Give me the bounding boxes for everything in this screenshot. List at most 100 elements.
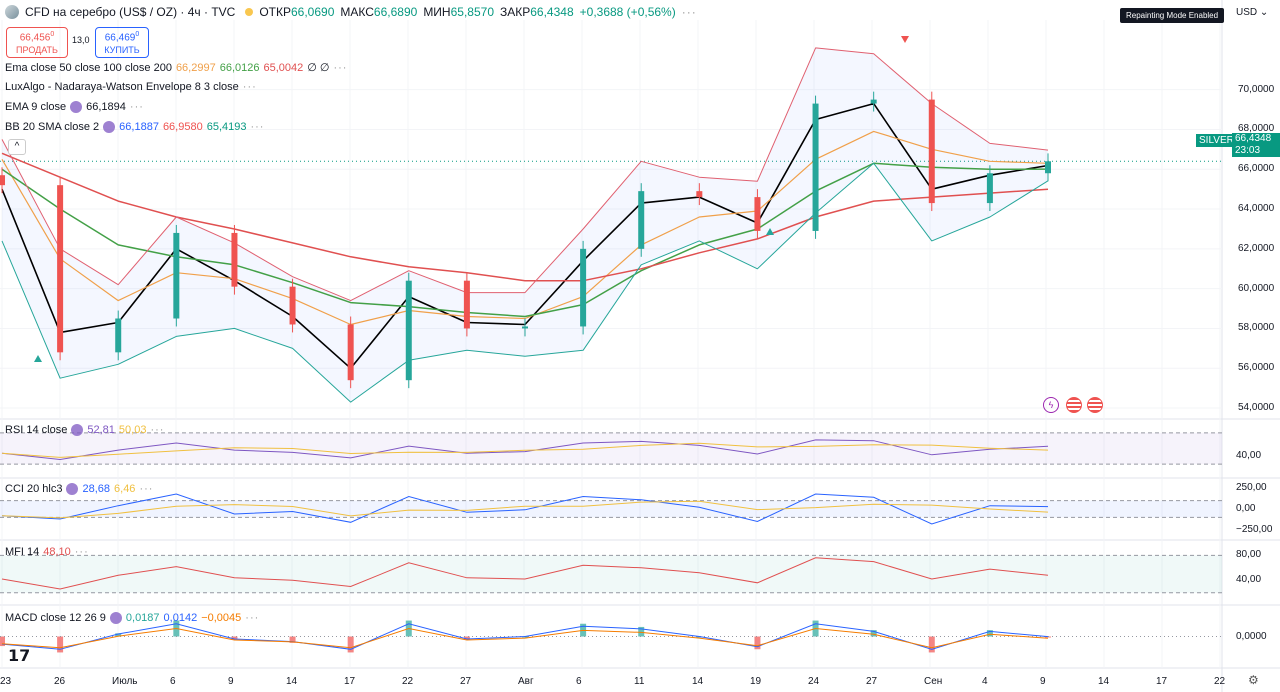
- buy-signal-marker: [766, 228, 774, 235]
- more-dots-icon[interactable]: ···: [250, 121, 265, 133]
- candle-body: [928, 99, 935, 204]
- candle-body: [580, 248, 587, 327]
- macd-scale-label: 0,0000: [1236, 630, 1267, 642]
- series-line-bb-lower: [1, 162, 1049, 403]
- macd-hist-bar: [57, 636, 64, 653]
- legend-value-extra: ∅ ∅: [307, 62, 330, 74]
- currency-selector[interactable]: USD ⌄: [1236, 7, 1269, 18]
- legend-bb[interactable]: BB 20 SMA close 2 66,1887 66,9580 65,419…: [5, 121, 264, 133]
- macd-hist-bar: [115, 633, 122, 637]
- eye-icon[interactable]: [70, 101, 83, 113]
- time-tick-label: 27: [460, 676, 472, 687]
- legend-rsi[interactable]: RSI 14 close 52,81 50,03 ···: [5, 424, 164, 436]
- price-tick-label: 54,0000: [1238, 402, 1275, 414]
- more-dots-icon[interactable]: ···: [245, 612, 260, 624]
- price-tick-label: 62,0000: [1238, 242, 1275, 254]
- eye-icon[interactable]: [103, 121, 116, 133]
- candle-body: [463, 280, 470, 329]
- macd-hist-bar: [870, 630, 877, 637]
- legend-label: EMA 9 close: [5, 101, 67, 113]
- ohlc-close: ЗАКР66,4348: [500, 5, 574, 19]
- more-dots-icon[interactable]: ···: [129, 101, 144, 113]
- legend-luxalgo[interactable]: LuxAlgo - Nadaraya-Watson Envelope 8 3 c…: [5, 81, 257, 93]
- price-tick-label: 60,0000: [1238, 282, 1275, 294]
- cci-line: [1, 493, 1049, 525]
- legend-value-ma: 6,46: [114, 483, 136, 495]
- more-dots-icon[interactable]: ···: [139, 483, 154, 495]
- sell-button[interactable]: 66,4560 ПРОДАТЬ: [6, 27, 68, 59]
- chevron-down-icon: ⌄: [1259, 7, 1269, 18]
- time-tick-label: 9: [1040, 676, 1046, 687]
- legend-value-ema200: 65,0042: [263, 61, 304, 74]
- legend-mfi[interactable]: MFI 14 48,10 ···: [5, 546, 89, 558]
- collapse-legend-icon[interactable]: ^: [8, 139, 26, 155]
- cci-scale-label: 250,00: [1236, 482, 1267, 494]
- buy-button[interactable]: 66,4690 КУПИТЬ: [95, 27, 149, 59]
- time-tick-label: 24: [808, 676, 820, 687]
- candle-body: [638, 191, 645, 249]
- time-tick-label: 23: [0, 676, 12, 687]
- eye-icon[interactable]: [66, 483, 79, 495]
- rsi-scale-label: 40,00: [1236, 450, 1262, 462]
- sell-signal-marker: [901, 36, 909, 43]
- last-price-tag: 66,4348 23:03: [1232, 133, 1280, 157]
- macd-hist-bar: [289, 636, 296, 643]
- more-dots-icon[interactable]: ···: [681, 5, 697, 19]
- time-tick-label: 6: [576, 676, 582, 687]
- eye-icon[interactable]: [71, 424, 84, 436]
- countdown-value: 23:03: [1235, 145, 1261, 156]
- symbol-tag: SILVER: [1196, 134, 1237, 147]
- time-tick-label: Сен: [924, 676, 943, 687]
- more-dots-icon[interactable]: ···: [242, 81, 257, 93]
- legend-value-ma: 50,03: [118, 424, 147, 436]
- time-tick-label: 17: [1156, 676, 1168, 687]
- bb-band-fill: [2, 47, 1048, 403]
- event-flag-icon[interactable]: [1066, 397, 1082, 413]
- time-tick-label: 22: [1214, 676, 1226, 687]
- repaint-badge: Repainting Mode Enabled: [1120, 8, 1225, 23]
- more-dots-icon[interactable]: ···: [74, 546, 89, 558]
- time-tick-label: 6: [170, 676, 176, 687]
- time-tick-label: Авг: [518, 676, 534, 687]
- legend-label: RSI 14 close: [5, 424, 68, 436]
- symbol-title[interactable]: CFD на серебро (US$ / OZ) · 4ч · TVC: [25, 5, 236, 19]
- legend-cci[interactable]: CCI 20 hlc3 28,68 6,46 ···: [5, 483, 153, 495]
- alert-icon[interactable]: ϟ: [1043, 397, 1059, 413]
- macd-hist-bar: [347, 636, 354, 653]
- price-tick-label: 70,0000: [1238, 83, 1275, 95]
- price-tick-label: 66,0000: [1238, 163, 1275, 175]
- legend-label: CCI 20 hlc3: [5, 483, 63, 495]
- buy-signal-marker: [34, 355, 42, 362]
- candle-body: [347, 324, 354, 381]
- ohlc-high: МАКС66,6890: [340, 5, 418, 19]
- time-tick-label: 4: [982, 676, 988, 687]
- ohlc-open: ОТКР66,0690: [259, 5, 335, 19]
- settings-gear-icon[interactable]: ⚙: [1248, 673, 1259, 687]
- legend-macd[interactable]: MACD close 12 26 9 0,0187 0,0142 −0,0045…: [5, 612, 259, 624]
- legend-value: 52,81: [87, 424, 115, 436]
- legend-ema9[interactable]: EMA 9 close 66,1894 ···: [5, 101, 144, 113]
- cci-ma-line: [1, 500, 1049, 519]
- legend-ema-trio[interactable]: Ema close 50 close 100 close 200 66,2997…: [5, 61, 348, 75]
- mfi-line: [1, 557, 1049, 590]
- rsi-band-fill: [0, 432, 1222, 465]
- event-flag-icon[interactable]: [1087, 397, 1103, 413]
- more-dots-icon[interactable]: ···: [333, 61, 348, 74]
- legend-label: MACD close 12 26 9: [5, 612, 106, 624]
- eye-icon[interactable]: [109, 612, 122, 624]
- time-tick-label: 14: [692, 676, 704, 687]
- symbol-logo-icon[interactable]: [5, 5, 19, 19]
- candle-body: [1045, 161, 1051, 174]
- macd-hist-bar: [231, 636, 238, 640]
- legend-value: 66,1894: [86, 101, 126, 113]
- macd-hist-bar: [928, 636, 935, 653]
- header-bar: CFD на серебро (US$ / OZ) · 4ч · TVC ОТК…: [5, 5, 697, 19]
- more-dots-icon[interactable]: ···: [150, 424, 165, 436]
- mfi-scale-label: 80,00: [1236, 549, 1262, 561]
- candle-body: [754, 197, 761, 231]
- legend-value-basis: 66,1887: [119, 121, 159, 133]
- cci-band-fill: [0, 500, 1222, 518]
- candle-body: [0, 175, 5, 186]
- price-tick-label: 64,0000: [1238, 203, 1275, 215]
